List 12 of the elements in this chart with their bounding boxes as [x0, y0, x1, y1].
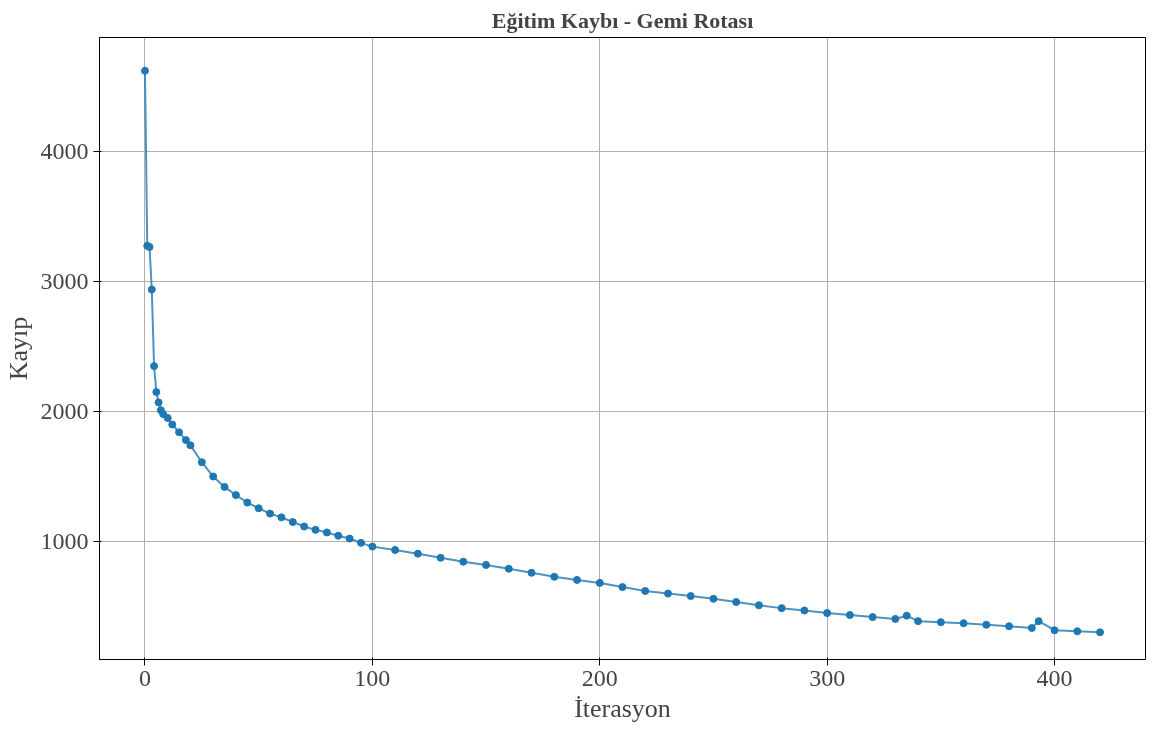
y-tick-label: 4000: [40, 137, 89, 164]
x-tick-label: 200: [581, 664, 618, 691]
x-tick-label: 0: [138, 664, 151, 691]
x-tick-label: 300: [809, 664, 846, 691]
chart-title: Eğitim Kaybı - Gemi Rotası: [491, 7, 754, 33]
y-axis-title: Kayıp: [3, 316, 33, 381]
x-tick-label: 100: [354, 664, 391, 691]
y-tick-label: 3000: [40, 267, 89, 294]
y-tick-label: 1000: [40, 528, 89, 555]
x-axis-title: İterasyon: [574, 693, 671, 723]
y-tick-label: 2000: [40, 398, 89, 425]
x-tick-label: 400: [1036, 664, 1073, 691]
